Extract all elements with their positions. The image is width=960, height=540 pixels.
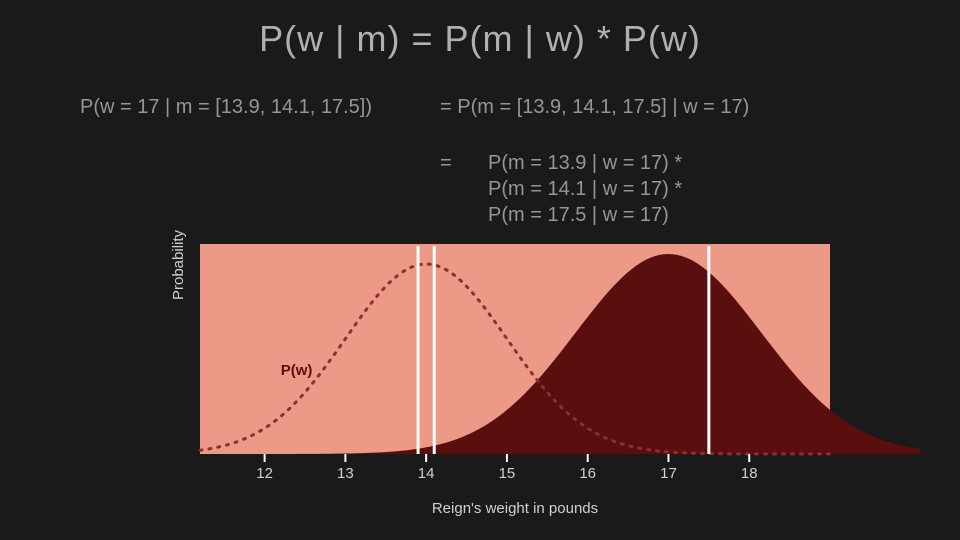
eq-rhs2b: P(m = 14.1 | w = 17) * bbox=[488, 178, 682, 201]
eq-rhs2c: P(m = 17.5 | w = 17) bbox=[488, 204, 669, 227]
chart: 12 13 14 15 16 17 18 bbox=[200, 244, 920, 524]
prior-label: P(w) bbox=[281, 362, 313, 379]
eq-rhs2a: P(m = 13.9 | w = 17) * bbox=[488, 152, 682, 175]
svg-text:14: 14 bbox=[418, 465, 435, 482]
eq-sign: = bbox=[440, 152, 452, 175]
y-axis-label: Probability bbox=[170, 230, 187, 300]
eq-rhs1: = P(m = [13.9, 14.1, 17.5] | w = 17) bbox=[440, 96, 749, 119]
svg-text:13: 13 bbox=[337, 465, 354, 482]
svg-text:17: 17 bbox=[660, 465, 677, 482]
svg-text:12: 12 bbox=[256, 465, 273, 482]
headline-equation: P(w | m) = P(m | w) * P(w) bbox=[0, 18, 960, 60]
slide: P(w | m) = P(m | w) * P(w) P(w = 17 | m … bbox=[0, 0, 960, 540]
svg-text:16: 16 bbox=[579, 465, 596, 482]
svg-text:15: 15 bbox=[499, 465, 516, 482]
eq-lhs: P(w = 17 | m = [13.9, 14.1, 17.5]) bbox=[80, 96, 372, 119]
svg-text:18: 18 bbox=[741, 465, 758, 482]
